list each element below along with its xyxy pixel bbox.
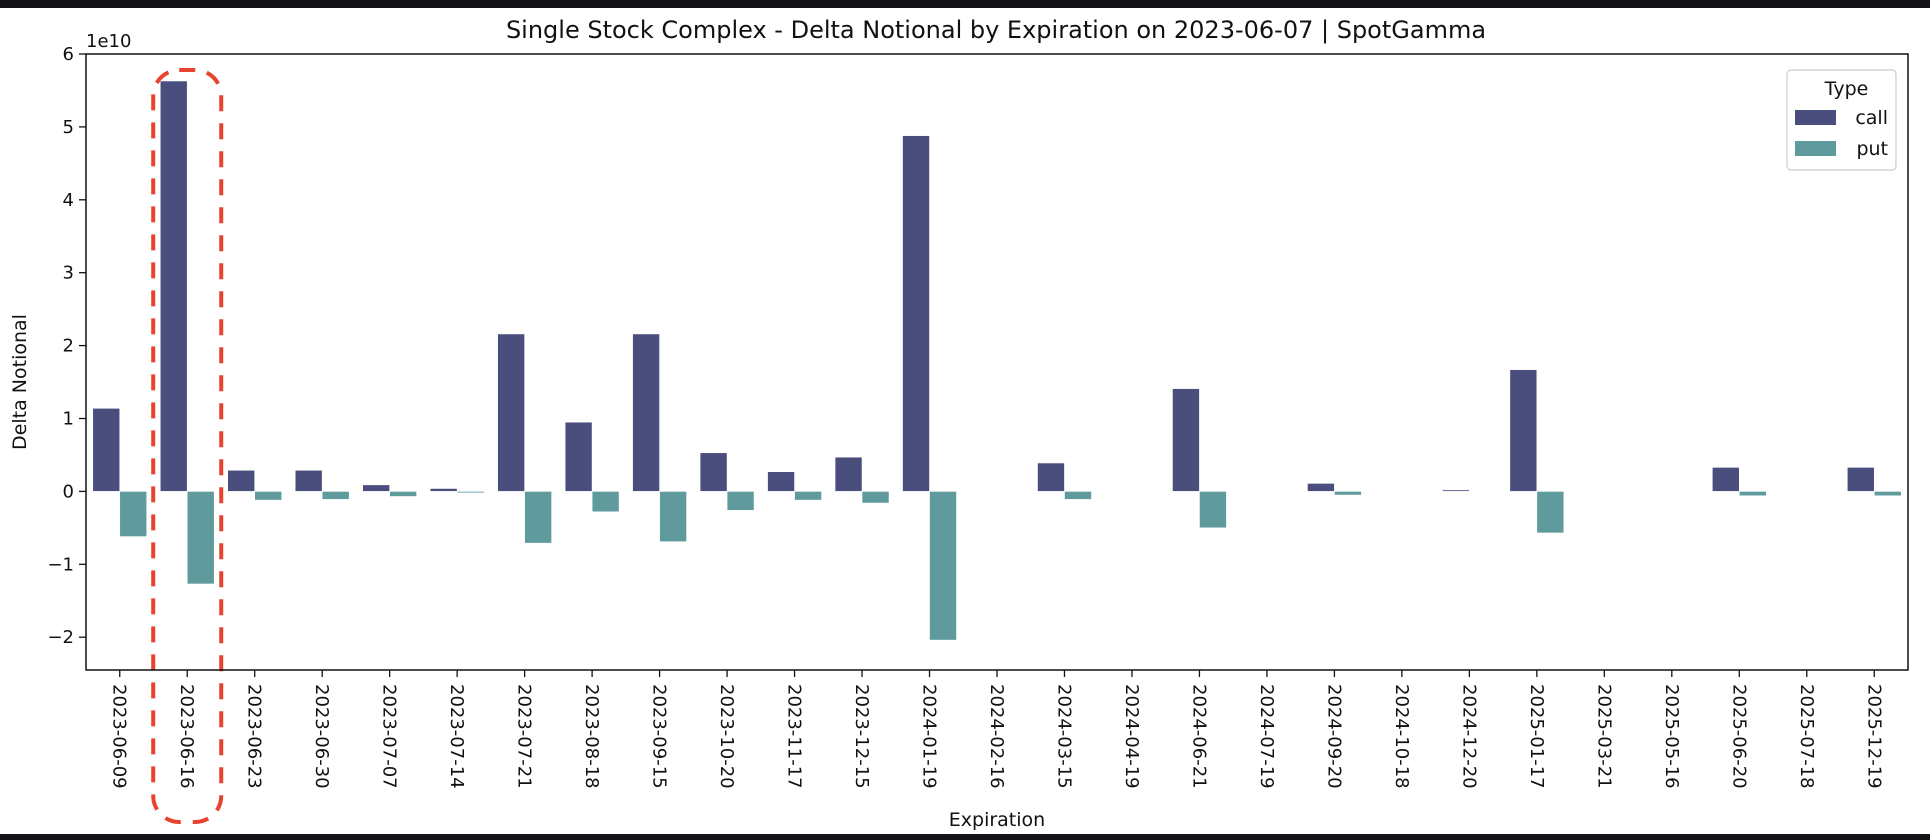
bar-put-2023-08-18	[591, 491, 620, 513]
bar-put-2025-12-19	[1873, 491, 1902, 497]
x-tick-label: 2025-12-19	[1863, 684, 1884, 789]
bar-call-2025-12-19	[1846, 467, 1875, 492]
x-tick-label: 2024-12-20	[1458, 684, 1479, 789]
bar-put-2025-06-20	[1738, 491, 1767, 497]
bar-call-2023-09-15	[632, 333, 660, 492]
x-tick-label: 2023-07-21	[514, 684, 535, 789]
legend-swatch-call	[1795, 110, 1836, 125]
bar-put-2023-06-16	[186, 491, 215, 585]
x-tick-label: 2024-09-20	[1323, 684, 1344, 789]
chart-title: Single Stock Complex - Delta Notional by…	[506, 16, 1486, 44]
bar-chart: Single Stock Complex - Delta Notional by…	[9, 16, 1909, 831]
annotation-layer	[151, 68, 224, 824]
x-tick-label: 2023-10-20	[716, 684, 737, 789]
y-tick-label: 1	[63, 408, 74, 429]
x-tick-label: 2023-12-15	[851, 684, 872, 789]
bar-call-2024-09-20	[1307, 483, 1335, 492]
x-tick-label: 2023-09-15	[649, 684, 670, 789]
x-tick-label: 2023-06-16	[176, 684, 197, 789]
y-tick-label: −1	[47, 554, 74, 575]
legend-label-call: call	[1855, 107, 1888, 129]
bar-put-2023-06-09	[119, 491, 148, 537]
legend-title: Type	[1824, 78, 1869, 100]
x-axis: 2023-06-09 2023-06-16 2023-06-23 2023-06-30…	[109, 670, 1884, 789]
bar-call-2025-01-17	[1509, 369, 1538, 492]
bars-group	[92, 80, 1902, 641]
bar-put-2025-01-17	[1536, 491, 1565, 534]
y-tick-label: 5	[63, 117, 74, 138]
x-tick-label: 2023-11-17	[784, 684, 805, 789]
bar-put-2023-06-23	[254, 491, 282, 501]
x-tick-label: 2024-07-19	[1256, 684, 1277, 789]
x-tick-label: 2024-06-21	[1188, 684, 1209, 789]
bar-call-2023-11-17	[767, 471, 795, 492]
x-tick-label: 2023-07-07	[379, 684, 400, 789]
y-tick-label: 6	[63, 44, 74, 65]
x-tick-label: 2025-03-21	[1593, 684, 1614, 789]
bar-call-2023-08-18	[564, 421, 593, 492]
bar-call-2023-06-30	[294, 469, 323, 492]
bar-put-2024-01-19	[929, 491, 957, 641]
x-tick-label: 2023-06-23	[244, 684, 265, 789]
bar-call-2024-03-15	[1037, 462, 1065, 492]
x-tick-label: 2024-10-18	[1391, 684, 1412, 789]
y-axis-title: Delta Notional	[9, 314, 31, 450]
x-tick-label: 2024-01-19	[919, 684, 940, 789]
bar-put-2023-11-17	[794, 491, 822, 501]
x-tick-label: 2024-04-19	[1121, 684, 1142, 789]
y-tick-label: 4	[63, 190, 74, 211]
y-tick-label: −2	[47, 627, 74, 648]
bar-put-2023-09-15	[659, 491, 687, 542]
x-tick-label: 2023-06-30	[311, 684, 332, 789]
highlight-annotation	[151, 68, 224, 824]
x-axis-title: Expiration	[949, 809, 1045, 831]
bar-call-2023-10-20	[699, 452, 728, 492]
x-tick-label: 2023-07-14	[446, 684, 467, 789]
bar-put-2023-07-21	[524, 491, 552, 544]
x-tick-label: 2023-08-18	[581, 684, 602, 789]
bar-put-2023-07-07	[389, 491, 417, 497]
bar-put-2023-12-15	[861, 491, 890, 504]
x-tick-label: 2025-07-18	[1796, 684, 1817, 789]
bar-call-2023-07-07	[362, 484, 390, 492]
legend: Type call put	[1786, 69, 1897, 171]
y-axis: −2 −1 0 1 2 3 4 5 6	[47, 44, 86, 648]
bar-call-2024-06-21	[1172, 388, 1200, 492]
bar-put-2024-09-20	[1334, 491, 1362, 496]
chart-canvas: Single Stock Complex - Delta Notional by…	[0, 8, 1930, 834]
legend-label-put: put	[1856, 138, 1888, 160]
y-tick-label: 3	[63, 263, 74, 284]
bar-call-2023-06-16	[159, 80, 188, 492]
bar-call-2024-01-19	[902, 135, 930, 492]
y-tick-label: 0	[63, 481, 74, 502]
bar-put-2023-06-30	[321, 491, 350, 500]
bar-call-2025-06-20	[1712, 467, 1740, 492]
bar-call-2023-06-23	[227, 469, 256, 492]
bar-put-2024-03-15	[1064, 491, 1092, 500]
bar-call-2023-07-21	[497, 333, 525, 492]
bar-put-2024-06-21	[1199, 491, 1227, 529]
x-tick-label: 2023-06-09	[109, 684, 130, 789]
bar-call-2023-12-15	[834, 456, 863, 492]
plot-frame	[85, 53, 1909, 671]
x-tick-label: 2024-02-16	[986, 684, 1007, 789]
y-tick-label: 2	[63, 336, 74, 357]
bar-call-2023-07-14	[429, 488, 458, 492]
x-tick-label: 2024-03-15	[1053, 684, 1074, 789]
legend-swatch-put	[1795, 141, 1836, 156]
x-tick-label: 2025-01-17	[1526, 684, 1547, 789]
bar-call-2024-12-20	[1442, 489, 1470, 492]
bar-call-2023-06-09	[92, 407, 121, 492]
x-tick-label: 2025-05-16	[1661, 684, 1682, 789]
y-axis-multiplier: 1e10	[86, 31, 131, 52]
bar-put-2023-10-20	[726, 491, 755, 511]
x-tick-label: 2025-06-20	[1728, 684, 1749, 789]
bar-put-2023-07-14	[456, 491, 485, 494]
